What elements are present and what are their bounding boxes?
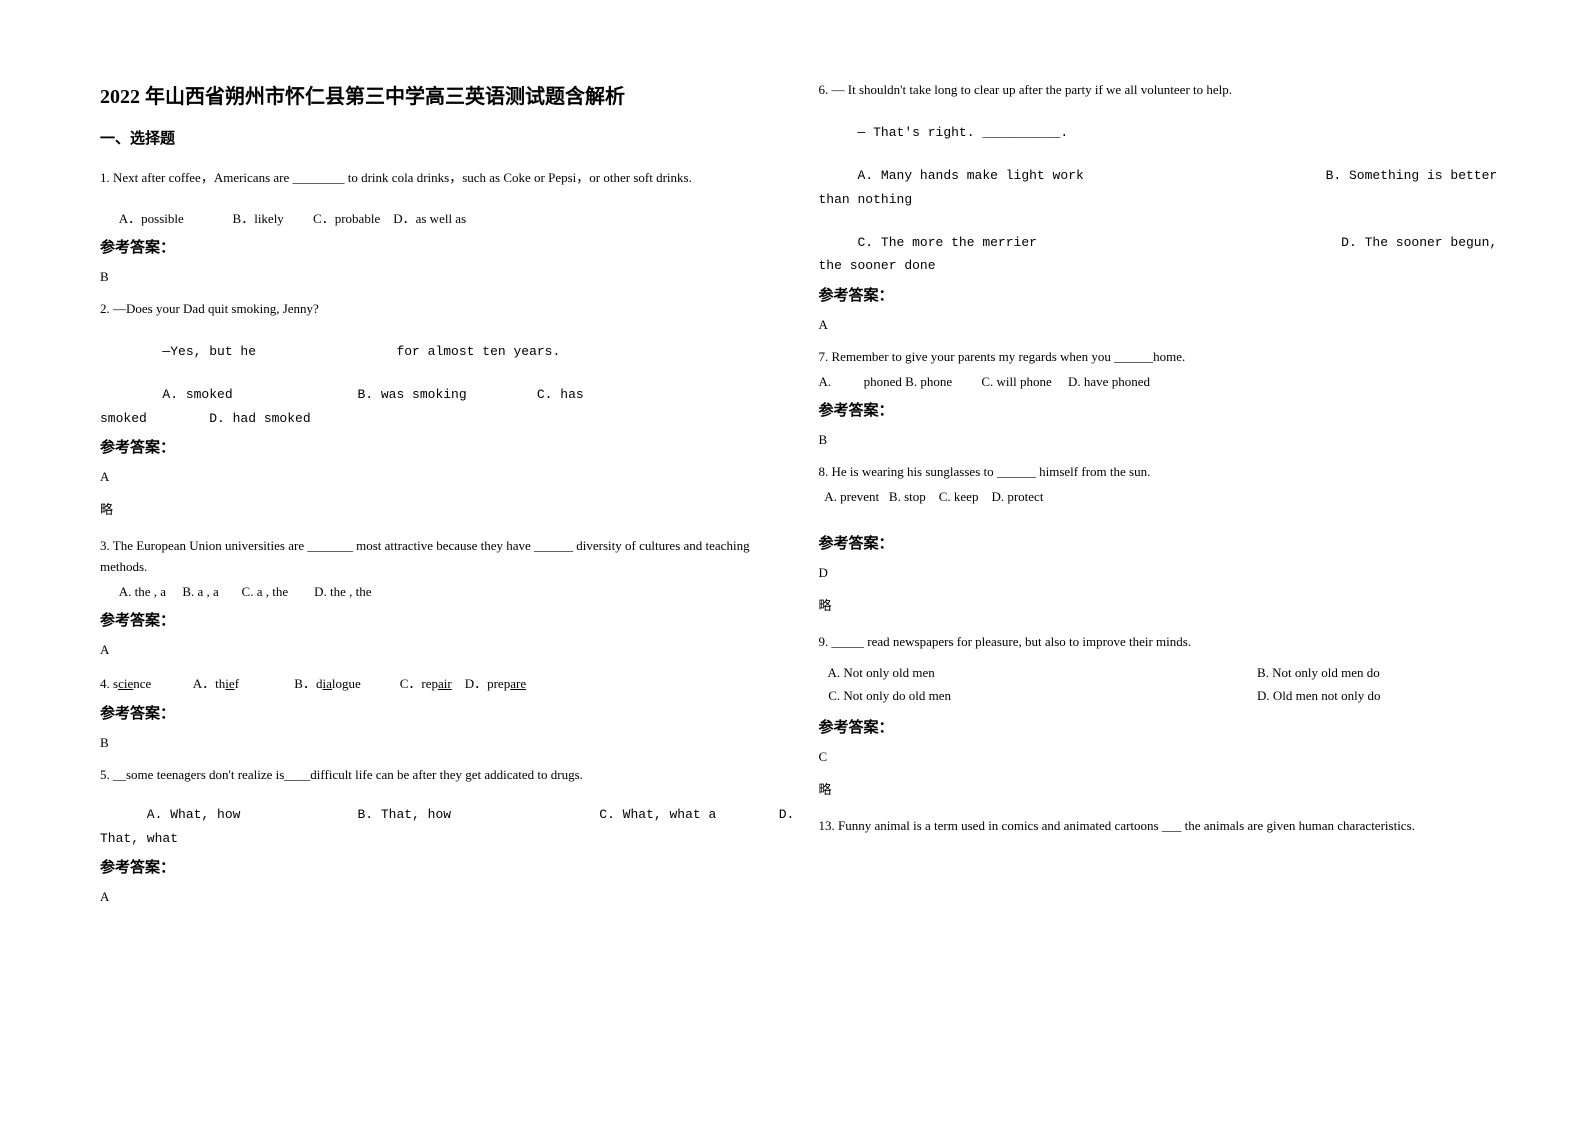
q6-text: 6. — It shouldn't take long to clear up …	[819, 80, 1488, 101]
q9-optD: D. Old men not only do	[1257, 684, 1487, 707]
page-container: 2022 年山西省朔州市怀仁县第三中学高三英语测试题含解析 一、选择题 1. N…	[0, 0, 1587, 959]
question-1: 1. Next after coffee，Americans are _____…	[100, 168, 769, 285]
q4-mid4: D．prep	[452, 676, 511, 691]
q6-line2: — That's right. __________.	[819, 121, 1488, 144]
q2-note: 略	[100, 499, 769, 518]
q3-answer-label: 参考答案：	[100, 609, 769, 630]
q7-options: A. phoned B. phone C. will phone D. have…	[819, 370, 1488, 393]
right-column: 6. — It shouldn't take long to clear up …	[819, 80, 1488, 919]
q9-optA: A. Not only old men	[819, 661, 1258, 684]
q1-options: A．possible B．likely C．probable D．as well…	[100, 207, 769, 230]
q4-u3: ia	[322, 676, 331, 691]
q8-answer-label: 参考答案：	[819, 532, 1488, 553]
q6-answer: A	[819, 317, 1488, 333]
left-column: 2022 年山西省朔州市怀仁县第三中学高三英语测试题含解析 一、选择题 1. N…	[100, 80, 769, 919]
q13-text: 13. Funny animal is a term used in comic…	[819, 816, 1488, 837]
q8-answer: D	[819, 565, 1488, 581]
q6-optC2: the sooner done	[819, 254, 1488, 277]
q9-optB: B. Not only old men do	[1257, 661, 1487, 684]
q7-answer-label: 参考答案：	[819, 399, 1488, 420]
question-5: 5. __some teenagers don't realize is____…	[100, 765, 769, 906]
q2-line2: —Yes, but he for almost ten years.	[100, 340, 769, 363]
q5-answer: A	[100, 889, 769, 905]
q5-answer-label: 参考答案：	[100, 856, 769, 877]
q9-answer: C	[819, 749, 1488, 765]
q3-options: A. the , a B. a , a C. a , the D. the , …	[100, 580, 769, 603]
q9-optC: C. Not only do old men	[819, 684, 1258, 707]
q2-options1: A. smoked B. was smoking C. has	[100, 383, 769, 406]
q2-answer-label: 参考答案：	[100, 436, 769, 457]
q2-answer: A	[100, 469, 769, 485]
q5-options2: That, what	[100, 827, 769, 850]
question-9: 9. _____ read newspapers for pleasure, b…	[819, 632, 1488, 798]
section-heading: 一、选择题	[100, 127, 769, 148]
q2-options2: smoked D. had smoked	[100, 407, 769, 430]
q4-mid3: logue C．rep	[332, 676, 438, 691]
question-4: 4. science A．thief B．dialogue C．repair D…	[100, 672, 769, 750]
question-3: 3. The European Union universities are _…	[100, 536, 769, 658]
doc-title: 2022 年山西省朔州市怀仁县第三中学高三英语测试题含解析	[100, 80, 769, 109]
q8-text: 8. He is wearing his sunglasses to _____…	[819, 462, 1488, 483]
q1-answer-label: 参考答案：	[100, 236, 769, 257]
q7-answer: B	[819, 432, 1488, 448]
q4-u5: are	[510, 676, 526, 691]
q1-answer: B	[100, 269, 769, 285]
q9-answer-label: 参考答案：	[819, 716, 1488, 737]
q9-note: 略	[819, 779, 1488, 798]
q7-text: 7. Remember to give your parents my rega…	[819, 347, 1488, 368]
q3-text: 3. The European Union universities are _…	[100, 536, 769, 578]
q9-text: 9. _____ read newspapers for pleasure, b…	[819, 632, 1488, 653]
question-13: 13. Funny animal is a term used in comic…	[819, 816, 1488, 837]
q2-text: 2. —Does your Dad quit smoking, Jenny?	[100, 299, 769, 320]
q4-mid1: nce A．th	[133, 676, 225, 691]
q8-options: A. prevent B. stop C. keep D. protect	[819, 485, 1488, 508]
q4-u1: cie	[118, 676, 133, 691]
q8-note: 略	[819, 595, 1488, 614]
q4-answer-label: 参考答案：	[100, 702, 769, 723]
question-2: 2. —Does your Dad quit smoking, Jenny? —…	[100, 299, 769, 518]
q4-line: 4. science A．thief B．dialogue C．repair D…	[100, 672, 769, 695]
q5-options: A. What, how B. That, how C. What, what …	[100, 803, 769, 826]
q6-answer-label: 参考答案：	[819, 284, 1488, 305]
q4-mid2: f B．d	[235, 676, 323, 691]
q4-u4: air	[438, 676, 452, 691]
q5-text: 5. __some teenagers don't realize is____…	[100, 765, 769, 786]
q4-answer: B	[100, 735, 769, 751]
q3-answer: A	[100, 642, 769, 658]
q6-optA: A. Many hands make light work B. Somethi…	[819, 164, 1488, 187]
q6-optC: C. The more the merrier D. The sooner be…	[819, 231, 1488, 254]
question-8: 8. He is wearing his sunglasses to _____…	[819, 462, 1488, 614]
q4-prefix: 4. s	[100, 676, 118, 691]
question-7: 7. Remember to give your parents my rega…	[819, 347, 1488, 448]
q6-optA2: than nothing	[819, 188, 1488, 211]
q4-u2: ie	[225, 676, 234, 691]
q1-text: 1. Next after coffee，Americans are _____…	[100, 168, 769, 189]
question-6: 6. — It shouldn't take long to clear up …	[819, 80, 1488, 333]
